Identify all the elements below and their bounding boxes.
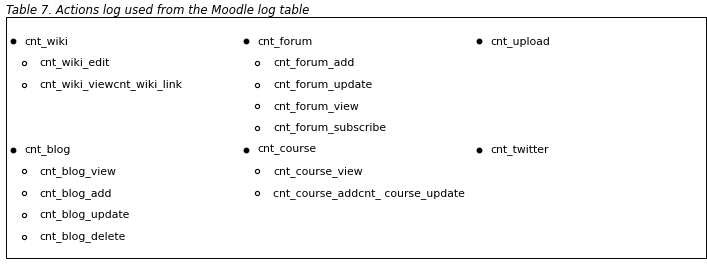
Text: cnt_forum: cnt_forum <box>257 36 312 47</box>
Text: cnt_blog_delete: cnt_blog_delete <box>40 231 126 242</box>
Text: cnt_course_addcnt_ course_update: cnt_course_addcnt_ course_update <box>273 188 464 199</box>
Text: cnt_blog_add: cnt_blog_add <box>40 188 112 199</box>
Text: cnt_twitter: cnt_twitter <box>491 144 549 155</box>
Text: cnt_forum_view: cnt_forum_view <box>273 101 358 112</box>
Text: cnt_blog_update: cnt_blog_update <box>40 209 130 220</box>
Text: cnt_blog_view: cnt_blog_view <box>40 166 117 177</box>
Text: cnt_forum_subscribe: cnt_forum_subscribe <box>273 122 386 134</box>
Text: cnt_forum_add: cnt_forum_add <box>273 57 354 68</box>
Text: Table 7. Actions log used from the Moodle log table: Table 7. Actions log used from the Moodl… <box>6 4 309 17</box>
Text: cnt_upload: cnt_upload <box>491 36 551 47</box>
Text: cnt_course_view: cnt_course_view <box>273 166 363 177</box>
Text: cnt_course: cnt_course <box>257 144 317 155</box>
Text: cnt_blog: cnt_blog <box>24 144 71 155</box>
Text: cnt_wiki_viewcnt_wiki_link: cnt_wiki_viewcnt_wiki_link <box>40 79 182 90</box>
Text: cnt_forum_update: cnt_forum_update <box>273 79 372 90</box>
Text: cnt_wiki_edit: cnt_wiki_edit <box>40 57 110 68</box>
Text: cnt_wiki: cnt_wiki <box>24 36 68 47</box>
